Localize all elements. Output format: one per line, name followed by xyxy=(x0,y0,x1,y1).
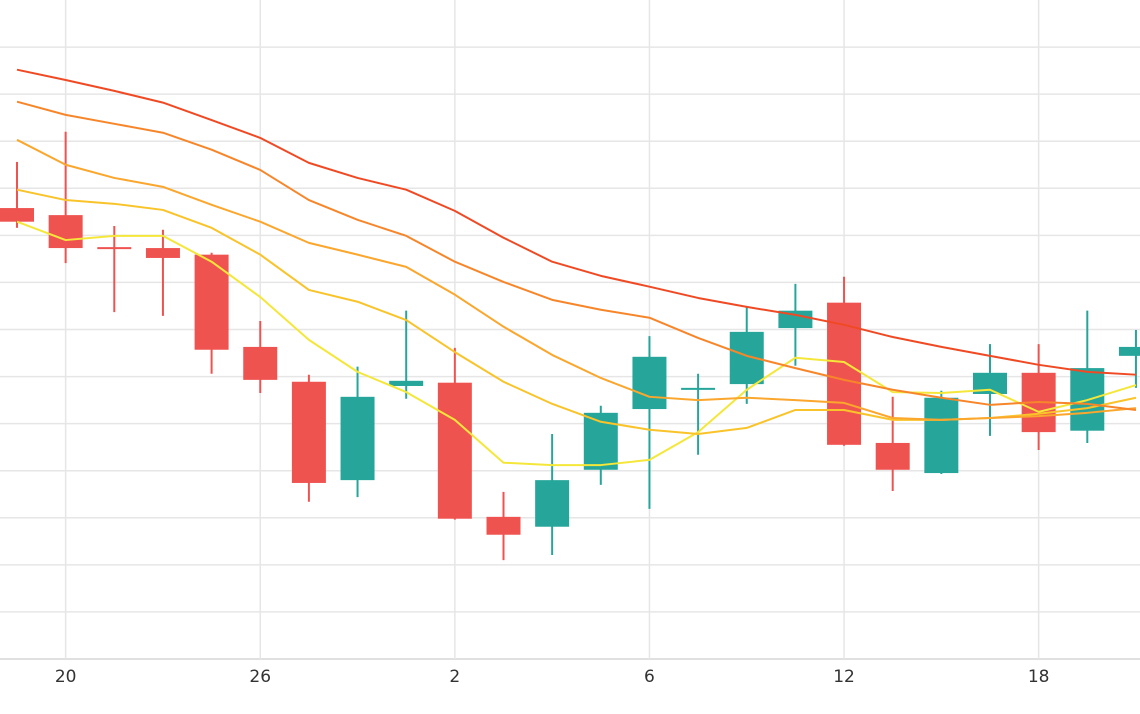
candle-body xyxy=(827,302,862,445)
candle-body xyxy=(632,356,667,410)
ma-line xyxy=(16,100,1137,411)
candle-body xyxy=(243,346,278,380)
candle-body xyxy=(924,397,959,474)
candle-body xyxy=(340,396,375,481)
candle-body xyxy=(97,247,132,250)
candle-body xyxy=(145,248,180,258)
candle-body xyxy=(437,382,472,519)
candle-body xyxy=(389,380,424,386)
x-tick-label: 26 xyxy=(249,667,271,687)
x-tick-label: 12 xyxy=(833,667,855,687)
ma-line xyxy=(16,188,1137,435)
x-tick-label: 20 xyxy=(55,667,77,687)
candle-body xyxy=(535,480,570,527)
candle-body xyxy=(48,215,83,249)
candle-body xyxy=(973,372,1007,394)
candle-body xyxy=(1118,346,1140,356)
candle-body xyxy=(778,310,813,329)
ma-line xyxy=(16,138,1137,421)
ma-line xyxy=(16,68,1137,376)
x-tick-label: 18 xyxy=(1028,667,1050,687)
candle-body xyxy=(194,254,229,350)
x-tick-label: 6 xyxy=(644,667,655,687)
candle-body xyxy=(291,381,326,483)
ma-line xyxy=(16,220,1137,467)
candle-body xyxy=(681,387,716,390)
candle-body xyxy=(875,442,910,470)
candle-body xyxy=(486,516,521,535)
candle-body xyxy=(0,208,34,222)
x-tick-label: 2 xyxy=(449,667,460,687)
